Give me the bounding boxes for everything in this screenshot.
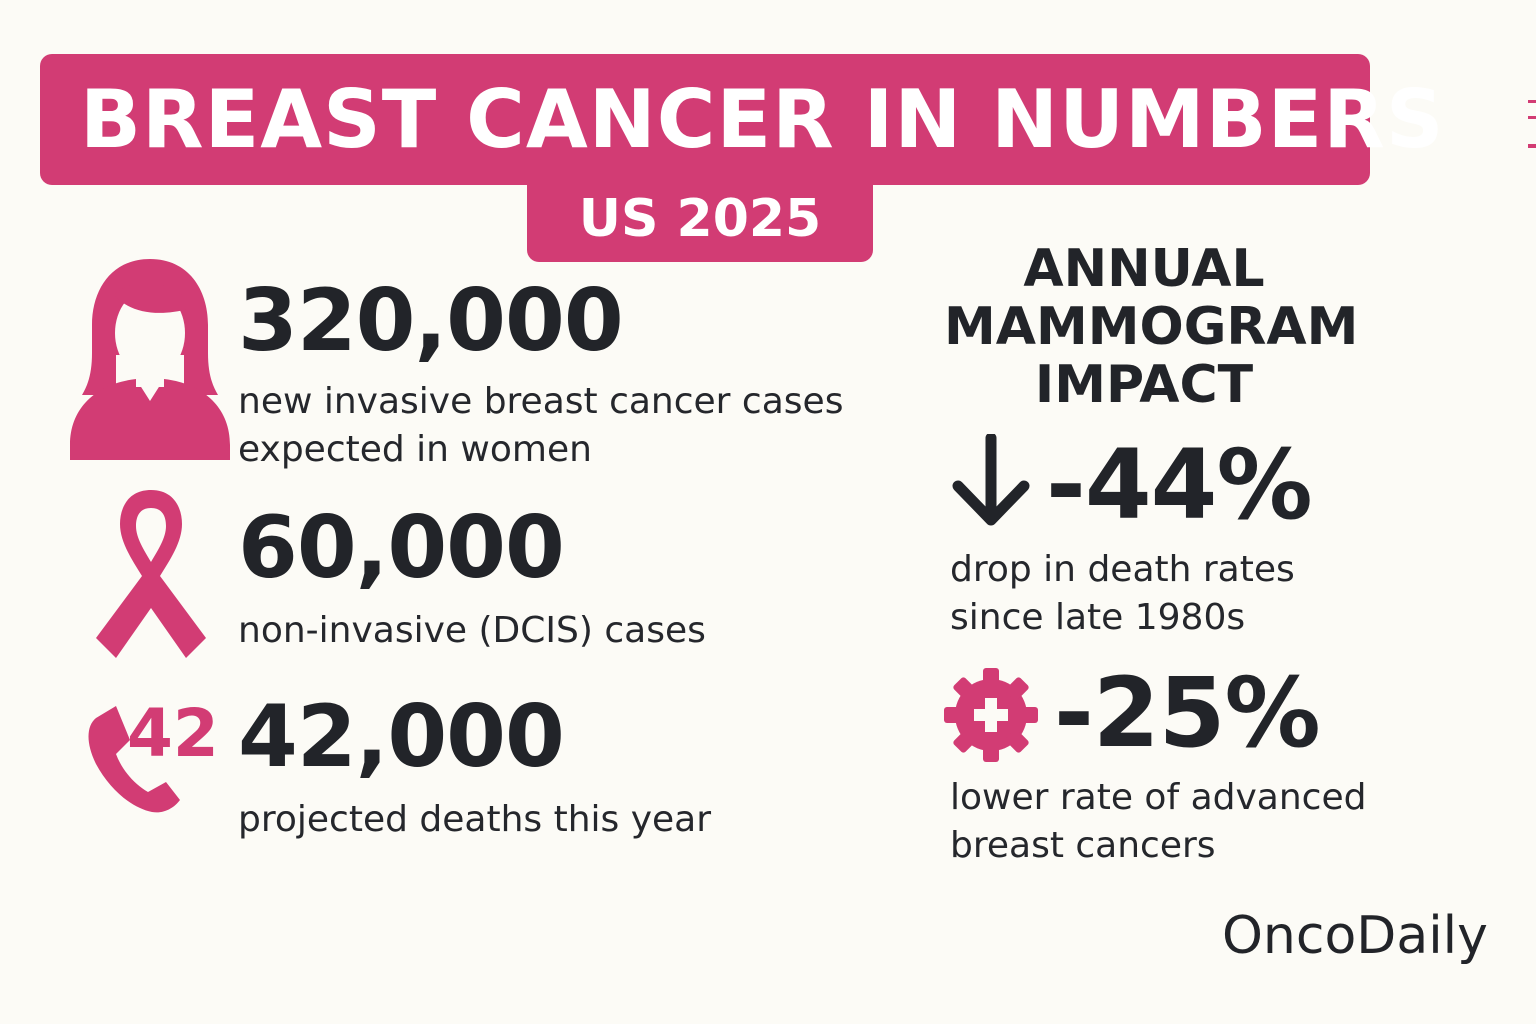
impact-death-drop-desc: drop in death rates since late 1980s [950, 546, 1295, 642]
awareness-ribbon-icon [96, 490, 206, 658]
impact-desc-line: drop in death rates [950, 549, 1295, 590]
stat-value: 320,000 [238, 271, 624, 371]
phone-icon [88, 706, 180, 813]
impact-value: -25% [1054, 657, 1321, 769]
impact-advanced-drop-desc: lower rate of advanced breast cancers [950, 774, 1366, 870]
impact-advanced-drop: -25% [1054, 657, 1321, 769]
page-title: BREAST CANCER IN NUMBERS [80, 73, 1445, 166]
stat-desc-line: non-invasive (DCIS) cases [238, 610, 706, 651]
impact-death-drop: -44% [1046, 429, 1313, 541]
woman-avatar-icon [70, 259, 230, 460]
title-banner: BREAST CANCER IN NUMBERS [40, 54, 1444, 185]
impact-desc-line: lower rate of advanced [950, 777, 1367, 818]
edge-mark-icon [1528, 100, 1536, 148]
impact-value: -44% [1046, 429, 1313, 541]
stat-desc-line: projected deaths this year [238, 799, 712, 840]
impact-desc-line: since late 1980s [950, 597, 1246, 638]
subtitle-tab: US 2025 [527, 176, 873, 262]
stat-deaths: 42,000 projected deaths this year [238, 694, 711, 844]
down-arrow-icon [952, 434, 1030, 526]
stat-desc-line: expected in women [238, 429, 592, 470]
medical-cross-badge-icon [944, 668, 1038, 762]
stat-value: 60,000 [238, 498, 565, 598]
impact-title-line: MAMMOGRAM [944, 297, 1359, 357]
stat-value: 42,000 [238, 687, 565, 787]
phone-badge-number: 42 [127, 695, 219, 772]
brand-logo: OncoDaily [1222, 906, 1488, 966]
impact-title: ANNUAL MAMMOGRAM IMPACT [944, 239, 1359, 415]
stat-dcis-cases: 60,000 non-invasive (DCIS) cases [238, 505, 706, 655]
stat-invasive-cases: 320,000 new invasive breast cancer cases… [238, 278, 843, 474]
page-subtitle: US 2025 [578, 189, 822, 249]
impact-title-line: IMPACT [1034, 355, 1254, 415]
impact-desc-line: breast cancers [950, 825, 1216, 866]
stat-desc-line: new invasive breast cancer cases [238, 381, 844, 422]
impact-title-line: ANNUAL [1023, 239, 1265, 299]
